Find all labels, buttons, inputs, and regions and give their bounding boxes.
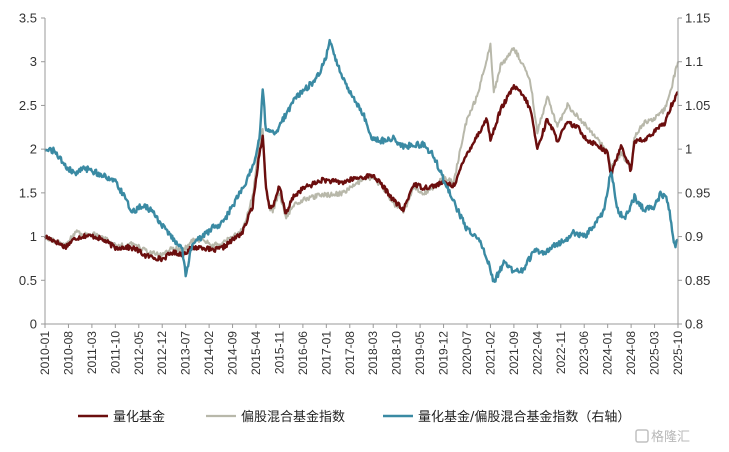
y-right-tick-label: 1.05 [685, 98, 710, 113]
y-left-tick-label: 0.5 [19, 273, 37, 288]
y-left-tick-label: 2 [30, 142, 37, 157]
x-tick-label: 2013-07 [179, 331, 193, 375]
x-tick-label: 2017-08 [343, 331, 357, 375]
x-tick-label: 2017-01 [319, 331, 333, 375]
y-right-tick-label: 0.85 [685, 273, 710, 288]
x-tick-label: 2021-09 [507, 331, 521, 375]
x-tick-label: 2011-10 [108, 331, 122, 374]
legend-label-1: 量化基金 [113, 409, 165, 425]
y-left-tick-label: 3 [30, 54, 37, 69]
plot-lines [43, 38, 679, 283]
legend-label-3: 量化基金/偏股混合基金指数（右轴） [418, 409, 630, 425]
x-tick-label: 2022-04 [530, 331, 544, 375]
y-left-tick-label: 1.5 [19, 185, 37, 200]
x-tick-label: 2015-11 [272, 331, 286, 374]
x-tick-label: 2016-06 [296, 331, 310, 375]
x-tick-label: 2010-01 [38, 331, 52, 375]
series-line-1 [43, 83, 679, 263]
x-tick-label: 2014-02 [202, 331, 216, 375]
x-tick-label: 2024-08 [624, 331, 638, 375]
watermark: 格隆汇 [635, 429, 690, 445]
y-right-tick-label: 0.8 [685, 317, 703, 332]
x-tick-label: 2012-12 [155, 331, 169, 375]
y-left-tick-label: 0 [30, 317, 37, 332]
series-line-3 [44, 38, 679, 283]
y-right-tick-label: 1.15 [685, 11, 710, 26]
x-tick-label: 2012-05 [132, 331, 146, 375]
watermark-logo [635, 429, 649, 443]
x-tick-label: 2019-12 [437, 331, 451, 375]
x-tick-label: 2022-11 [554, 331, 568, 374]
legend-label-2: 偏股混合基金指数 [241, 409, 345, 425]
watermark-text: 格隆汇 [651, 429, 690, 445]
x-tick-label: 2024-01 [601, 331, 615, 375]
axes: 0 0.5 1 1.5 2 2.5 3 3.5 0.8 0.85 0.9 0.95 1 1.05 1.1 1.… [19, 11, 710, 376]
x-tick-label: 2010-08 [61, 331, 75, 375]
y-right-tick-label: 1 [685, 142, 692, 157]
y-left-tick-label: 3.5 [19, 11, 37, 26]
y-right-tick-label: 0.9 [685, 229, 703, 244]
x-tick-label: 2018-10 [390, 331, 404, 375]
y-left-tick-label: 1 [30, 229, 37, 244]
y-left-tick-label: 2.5 [19, 98, 37, 113]
series-line-2 [44, 42, 679, 258]
y-right-tick-label: 0.95 [685, 185, 710, 200]
x-tick-label: 2015-04 [249, 331, 263, 375]
x-tick-label: 2019-05 [413, 331, 427, 375]
x-tick-label: 2011-03 [85, 331, 99, 374]
legend: 量化基金 偏股混合基金指数 量化基金/偏股混合基金指数（右轴） [78, 409, 630, 425]
y-right-tick-label: 1.1 [685, 54, 703, 69]
x-tick-label: 2018-03 [366, 331, 380, 375]
x-tick-label: 2021-02 [483, 331, 497, 375]
x-tick-label: 2020-07 [460, 331, 474, 375]
x-tick-label: 2023-06 [577, 331, 591, 375]
x-tick-label: 2014-09 [226, 331, 240, 375]
x-tick-label: 2025-03 [648, 331, 662, 375]
x-tick-label: 2025-10 [671, 331, 685, 375]
